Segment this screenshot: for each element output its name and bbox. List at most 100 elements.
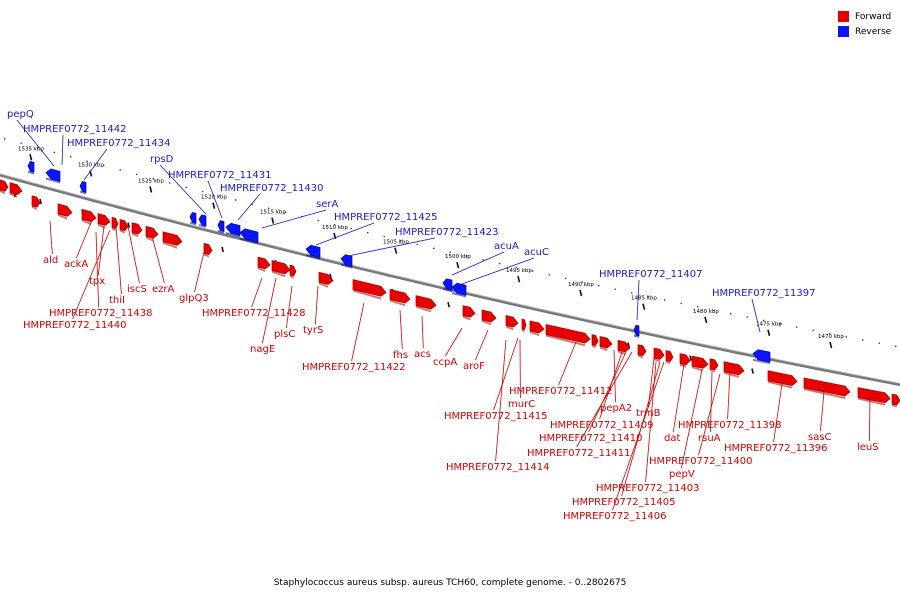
forward-gene-shade: [132, 232, 138, 238]
reverse-gene-shade: [452, 292, 466, 298]
forward-gene: [257, 256, 271, 270]
forward-gene: [691, 355, 709, 369]
legend: Forward Reverse: [838, 9, 891, 39]
reverse-gene-label: HMPREF0772_11425: [334, 212, 437, 223]
forward-gene: [767, 370, 798, 386]
forward-gene: [415, 295, 437, 310]
scale-dot: [53, 151, 55, 154]
forward-gene-label: HMPREF0772_11438: [49, 308, 152, 319]
reverse-gene-shade: [341, 263, 352, 269]
forward-gene-label: rsuA: [698, 433, 721, 444]
scale-dot: [895, 345, 897, 348]
scale-dot: [449, 251, 451, 253]
forward-leader: [251, 277, 263, 308]
forward-gene-shade: [82, 219, 91, 226]
forward-gene-label: ald: [43, 255, 58, 266]
forward-gene-label: HMPREF0772_11440: [23, 320, 126, 331]
forward-gene-shade: [98, 223, 106, 229]
forward-gene: [31, 195, 41, 208]
forward-gene-shade: [482, 320, 491, 326]
forward-gene-shade: [724, 371, 739, 378]
forward-gene-label: HMPREF0772_11422: [302, 362, 405, 373]
forward-leader: [612, 361, 665, 511]
reverse-gene-label: acuC: [524, 247, 549, 258]
reverse-gene-label: HMPREF0772_11431: [168, 170, 271, 181]
forward-gene: [111, 216, 119, 229]
forward-gene-shade: [530, 330, 539, 337]
scale-dot: [119, 169, 121, 171]
forward-gene: [653, 347, 665, 360]
scale-dot: [631, 292, 633, 294]
kbp-label: 1530 kbp: [78, 162, 104, 168]
forward-leader: [681, 369, 703, 469]
kbp-label: 1510 kbp: [322, 225, 348, 231]
scale-dot: [532, 270, 534, 272]
forward-leader: [286, 285, 293, 329]
forward-gene: [9, 182, 23, 196]
reverse-gene-label: rpsD: [150, 154, 174, 165]
forward-gene-shade: [416, 305, 431, 313]
reverse-gene-shade: [218, 229, 224, 234]
reverse-gene-shade: [634, 334, 639, 338]
forward-gene-label: tpx: [89, 276, 105, 287]
reverse-leader: [159, 164, 207, 215]
forward-gene: [162, 231, 183, 246]
reverse-leader: [751, 298, 761, 333]
forward-gene: [81, 208, 97, 223]
scale-dot: [647, 295, 649, 298]
scale-dot: [284, 211, 286, 214]
minor-tick: [751, 368, 754, 374]
label-leaders: [16, 119, 871, 511]
kbp-label: 1525 kbp: [138, 178, 164, 184]
forward-gene: [599, 336, 613, 349]
forward-leader: [262, 277, 277, 344]
scale-dot: [235, 199, 237, 201]
reverse-gene-label: HMPREF0772_11397: [712, 288, 815, 299]
scale-dot: [367, 231, 369, 234]
forward-gene-label: HMPREF0772_11428: [202, 308, 305, 319]
forward-gene-shade: [666, 360, 671, 365]
forward-gene: [617, 339, 631, 353]
scale-dot: [70, 156, 72, 158]
forward-gene: [462, 305, 476, 318]
forward-leader: [72, 229, 111, 320]
scale-dot: [136, 173, 138, 176]
forward-gene-shade: [272, 270, 285, 278]
forward-gene-shade: [390, 299, 405, 307]
forward-gene-label: HMPREF0772_11406: [563, 511, 666, 522]
reverse-swatch: [838, 26, 849, 37]
kbp-tick: [149, 186, 153, 193]
scale-dot: [878, 342, 880, 344]
reverse-gene-label: HMPREF0772_11442: [23, 124, 126, 135]
scale-dot: [845, 336, 847, 338]
forward-gene-label: nagE: [250, 344, 275, 355]
reverse-leader: [461, 257, 535, 285]
reverse-gene-shade: [199, 224, 206, 228]
forward-gene-label: HMPREF0772_11412: [509, 386, 612, 397]
forward-gene-shade: [768, 380, 792, 389]
forward-leader: [495, 339, 507, 462]
forward-gene: [57, 203, 73, 217]
forward-gene: [389, 289, 411, 304]
forward-leader: [475, 329, 489, 361]
scale-dot: [103, 164, 105, 167]
minor-tick: [221, 246, 224, 253]
forward-gene-shade: [804, 387, 845, 399]
forward-gene-shade: [692, 366, 703, 372]
reverse-gene-label: HMPREF0772_11407: [599, 269, 702, 280]
forward-gene: [679, 353, 691, 366]
scale-dot: [763, 319, 765, 322]
forward-leader: [558, 341, 577, 386]
scale-dot: [730, 312, 732, 315]
forward-gene: [0, 179, 9, 192]
scale-dot: [416, 243, 418, 246]
forward-leader: [115, 225, 122, 295]
reverse-gene-label: HMPREF0772_11423: [395, 227, 498, 238]
kbp-label: 1480 kbp: [693, 309, 719, 315]
forward-gene-label: thiI: [109, 295, 125, 306]
forward-gene-label: HMPREF0772_11405: [572, 497, 675, 508]
legend-forward-label: Forward: [855, 11, 892, 22]
scale-dot: [515, 266, 517, 269]
forward-gene-shade: [0, 190, 5, 195]
scale-dot: [317, 219, 319, 222]
